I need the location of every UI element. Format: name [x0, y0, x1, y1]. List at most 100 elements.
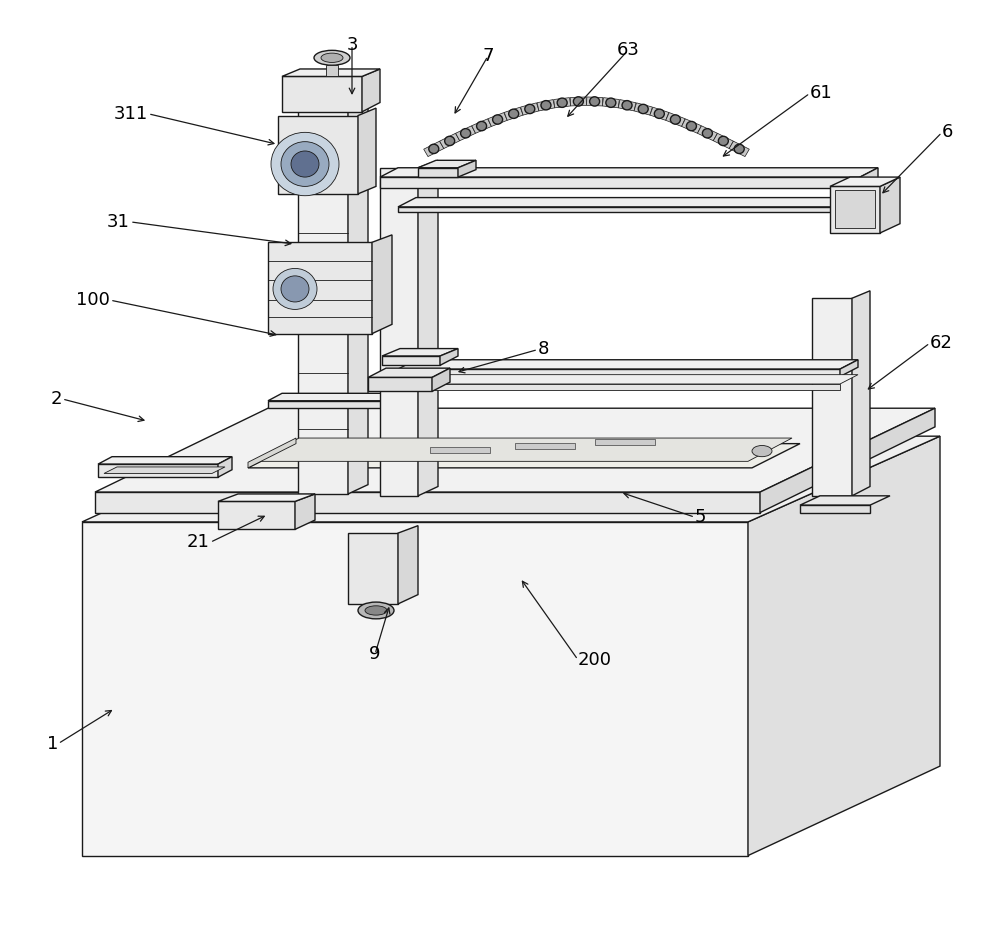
Polygon shape: [634, 103, 652, 116]
Circle shape: [493, 115, 503, 124]
Polygon shape: [618, 100, 636, 111]
Polygon shape: [398, 207, 858, 212]
Polygon shape: [398, 526, 418, 604]
Circle shape: [670, 115, 680, 124]
Polygon shape: [248, 438, 296, 468]
Polygon shape: [218, 494, 315, 501]
Circle shape: [445, 136, 455, 145]
Circle shape: [573, 97, 583, 106]
Polygon shape: [380, 168, 418, 496]
Polygon shape: [268, 401, 398, 408]
Polygon shape: [278, 116, 358, 194]
Polygon shape: [295, 494, 315, 529]
Polygon shape: [418, 160, 438, 496]
Text: 5: 5: [695, 508, 706, 527]
Text: 100: 100: [76, 291, 110, 309]
Circle shape: [702, 129, 712, 138]
Polygon shape: [650, 107, 669, 120]
Polygon shape: [586, 97, 603, 106]
Polygon shape: [602, 98, 619, 108]
Circle shape: [271, 132, 339, 196]
Polygon shape: [418, 160, 476, 168]
Polygon shape: [456, 126, 476, 141]
Polygon shape: [835, 190, 875, 228]
Polygon shape: [358, 108, 376, 194]
Ellipse shape: [358, 602, 394, 619]
Polygon shape: [380, 177, 860, 188]
Polygon shape: [430, 447, 490, 453]
Polygon shape: [98, 464, 218, 477]
Polygon shape: [830, 177, 900, 186]
Polygon shape: [713, 133, 733, 148]
Circle shape: [281, 276, 309, 302]
Polygon shape: [515, 443, 575, 448]
Polygon shape: [682, 119, 701, 133]
Polygon shape: [760, 408, 935, 513]
Polygon shape: [424, 141, 444, 157]
Polygon shape: [362, 69, 380, 112]
Polygon shape: [95, 492, 760, 513]
Polygon shape: [852, 291, 870, 496]
Polygon shape: [104, 467, 225, 473]
Polygon shape: [282, 69, 380, 76]
Text: 3: 3: [346, 35, 358, 54]
Text: 200: 200: [578, 651, 612, 669]
Polygon shape: [504, 107, 523, 120]
Text: 8: 8: [538, 340, 549, 359]
Circle shape: [606, 98, 616, 107]
Text: 2: 2: [50, 390, 62, 408]
Circle shape: [718, 136, 728, 145]
Polygon shape: [800, 505, 870, 513]
Polygon shape: [537, 100, 555, 111]
Polygon shape: [82, 436, 940, 522]
Circle shape: [622, 101, 632, 110]
Text: 61: 61: [810, 84, 833, 103]
Polygon shape: [440, 133, 460, 148]
Circle shape: [654, 109, 664, 118]
Polygon shape: [595, 439, 655, 445]
Polygon shape: [729, 141, 749, 157]
Polygon shape: [472, 119, 491, 133]
Polygon shape: [697, 126, 717, 141]
Polygon shape: [458, 160, 476, 177]
Circle shape: [461, 129, 471, 138]
Text: 6: 6: [942, 123, 953, 142]
Polygon shape: [398, 198, 876, 207]
Polygon shape: [812, 298, 852, 496]
Polygon shape: [326, 65, 338, 76]
Circle shape: [638, 104, 648, 114]
Polygon shape: [860, 168, 878, 188]
Circle shape: [557, 98, 567, 107]
Polygon shape: [840, 360, 858, 377]
Polygon shape: [858, 198, 876, 212]
Polygon shape: [432, 368, 450, 391]
Polygon shape: [98, 457, 232, 464]
Polygon shape: [348, 84, 368, 494]
Polygon shape: [440, 349, 458, 365]
Polygon shape: [268, 242, 372, 334]
Polygon shape: [398, 384, 840, 390]
Ellipse shape: [752, 445, 772, 457]
Polygon shape: [521, 103, 539, 116]
Circle shape: [734, 144, 744, 154]
Polygon shape: [830, 186, 880, 233]
Polygon shape: [248, 444, 800, 468]
Polygon shape: [398, 360, 858, 369]
Text: 1: 1: [47, 734, 58, 753]
Circle shape: [509, 109, 519, 118]
Ellipse shape: [321, 53, 343, 62]
Polygon shape: [380, 168, 878, 177]
Circle shape: [429, 144, 439, 154]
Polygon shape: [382, 356, 440, 365]
Text: 31: 31: [107, 212, 130, 231]
Polygon shape: [748, 436, 940, 856]
Polygon shape: [268, 393, 412, 401]
Polygon shape: [554, 98, 571, 108]
Circle shape: [525, 104, 535, 114]
Text: 311: 311: [114, 104, 148, 123]
Text: 63: 63: [617, 41, 639, 60]
Polygon shape: [255, 438, 792, 461]
Polygon shape: [282, 76, 362, 112]
Circle shape: [281, 142, 329, 186]
Polygon shape: [372, 235, 392, 334]
